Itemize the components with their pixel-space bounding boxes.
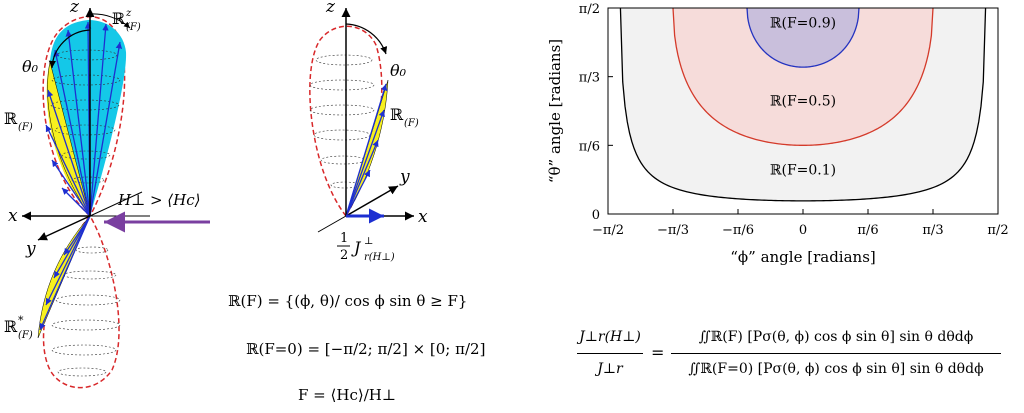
svg-text:1: 1 [340, 231, 348, 246]
svg-text:⊥: ⊥ [364, 236, 373, 247]
left-lobe-diagram: z x y ℝ z (F) θ₀ ℝ (F) ℝ * (F) H⊥ > ⟨Hc⟩ [4, 0, 210, 389]
x-tick-label: −π/2 [592, 223, 624, 238]
current-ratio-equation: J⊥r(H⊥) J⊥r = ∬ℝ(F) [Pσ(θ, ϕ) cos ϕ sin … [575, 325, 1015, 405]
integral-bar [671, 353, 1001, 354]
left-theta0-label: θ₀ [22, 57, 39, 76]
lower-lobe-outline [42, 214, 120, 389]
region-chart: −π/2 −π/3 −π/6 0 π/6 π/3 π/2 0 π/6 π/3 π/2 ℝ(F=0.1)… [546, 2, 1009, 266]
x-axis-title: “ϕ” angle [radians] [730, 248, 876, 266]
equation-F-def: F = ⟨Hc⟩/H⊥ [298, 386, 396, 404]
equals-sign: = [651, 343, 665, 362]
svg-text:(F): (F) [18, 330, 33, 341]
equation-region-def: ℝ(F) = {(ϕ, θ)/ cos ϕ sin θ ≥ F} [228, 292, 468, 310]
equation-full-region: ℝ(F=0) = [−π/2; π/2] × [0; π/2] [246, 340, 486, 358]
x-tick-label: 0 [799, 223, 807, 238]
x-tick-label: π/2 [987, 223, 1008, 238]
theta0-arc [48, 29, 91, 69]
svg-text:z: z [125, 8, 132, 19]
svg-text:ℝ: ℝ [390, 105, 404, 124]
RzF-label: ℝ z (F) [112, 8, 141, 33]
x-tick-label: −π/3 [657, 223, 689, 238]
left-y-label: y [25, 239, 36, 259]
svg-text:(F): (F) [18, 122, 33, 133]
y-tick-label: 0 [592, 208, 600, 223]
ratio-bar [577, 353, 643, 354]
field-label: H⊥ > ⟨Hc⟩ [117, 191, 200, 209]
region-label-0: ℝ(F=0.1) [770, 163, 836, 179]
middle-RF-label: ℝ (F) [390, 105, 419, 129]
svg-text:2: 2 [340, 248, 348, 263]
cyan-region [50, 20, 127, 216]
integral-denominator: ∬ℝ(F=0) [Pσ(θ, ϕ) cos ϕ sin θ] sin θ dθd… [688, 361, 984, 377]
svg-text:ℝ: ℝ [4, 109, 18, 128]
middle-theta0-label: θ₀ [390, 61, 407, 80]
y-axis-title: “θ” angle [radians] [546, 39, 564, 183]
region-label-1: ℝ(F=0.5) [770, 94, 836, 110]
middle-z-label: z [325, 0, 336, 17]
left-x-label: x [8, 206, 18, 226]
y-tick-label: π/6 [579, 139, 600, 154]
region-fill-2 [747, 8, 859, 68]
middle-x-label: x [418, 207, 428, 227]
lower-vectors [39, 215, 91, 331]
x-tick-label: π/3 [922, 223, 943, 238]
ratio-denominator: J⊥r [597, 361, 623, 377]
svg-text:ℝ: ℝ [4, 317, 18, 336]
middle-lobe-diagram: z x y θ₀ ℝ (F) 1 2 J ⊥ r(H⊥) [309, 0, 428, 263]
svg-text:*: * [18, 314, 24, 327]
svg-text:J: J [351, 238, 362, 257]
RF-label: ℝ (F) [4, 109, 33, 133]
y-tick-label: π/2 [579, 2, 600, 17]
middle-y-label: y [399, 167, 410, 187]
integral-numerator: ∬ℝ(F) [Pσ(θ, ϕ) cos ϕ sin θ] sin θ dθdϕ [698, 329, 974, 345]
y-tick-label: π/3 [579, 71, 600, 86]
J-label: 1 2 J ⊥ r(H⊥) [337, 231, 395, 263]
region-boundary-0 [619, 7, 987, 202]
svg-text:r(H⊥): r(H⊥) [364, 252, 395, 263]
region-boundary-1 [672, 7, 934, 146]
svg-text:(F): (F) [404, 118, 419, 129]
x-tick-label: π/6 [857, 223, 878, 238]
y-axis [37, 215, 91, 241]
region-boundary-2 [746, 7, 860, 68]
left-z-label: z [69, 0, 80, 17]
upper-lobe-rings [50, 49, 121, 184]
region-label-2: ℝ(F=0.9) [770, 15, 836, 31]
ratio-numerator: J⊥r(H⊥) [579, 329, 641, 345]
x-tick-label: −π/6 [722, 223, 754, 238]
svg-text:(F): (F) [126, 22, 141, 33]
svg-text:ℝ: ℝ [112, 9, 126, 28]
RstarF-label: ℝ * (F) [4, 314, 33, 341]
region-fill-1 [673, 8, 933, 146]
y-axis-back [89, 191, 143, 217]
